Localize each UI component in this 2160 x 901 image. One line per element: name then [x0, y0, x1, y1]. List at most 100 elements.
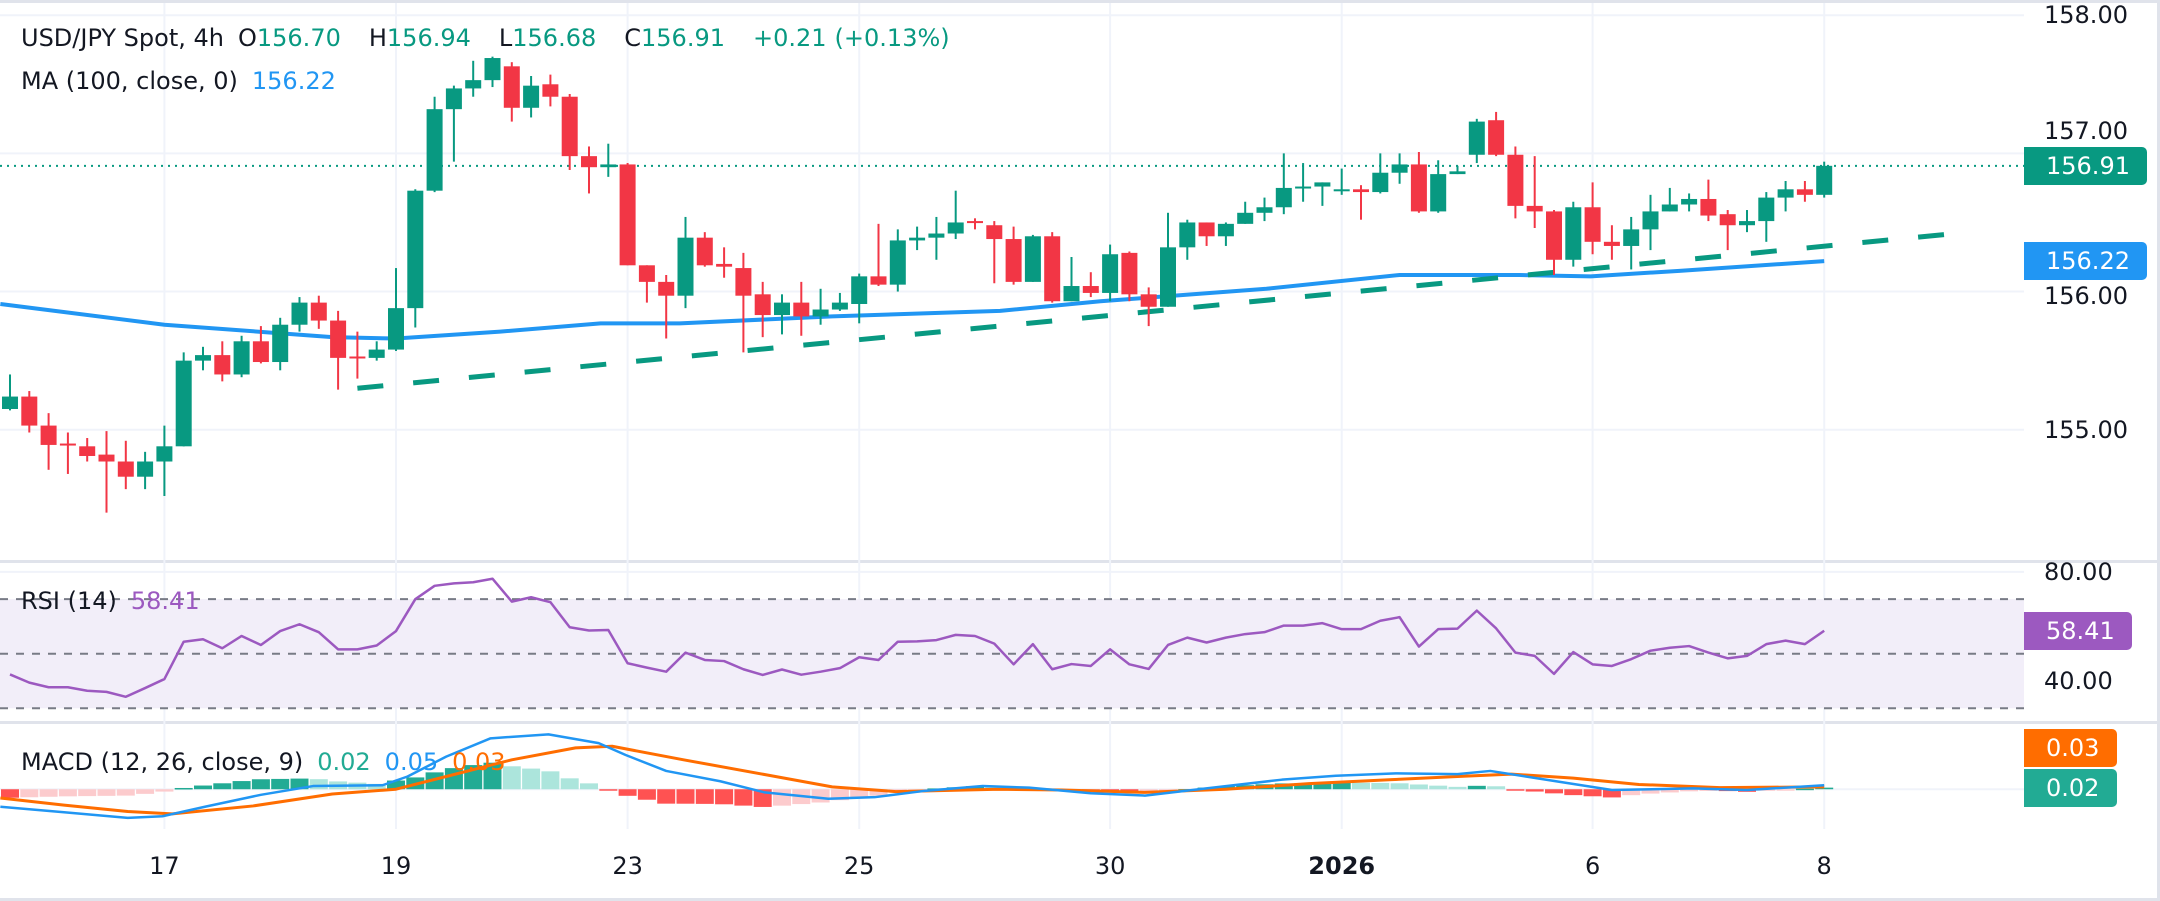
- candle-bearish[interactable]: [1005, 226, 1022, 285]
- candle-bearish[interactable]: [1603, 225, 1620, 260]
- candle-bullish[interactable]: [889, 229, 906, 292]
- candle-bearish[interactable]: [561, 93, 578, 170]
- candle-bullish[interactable]: [1237, 201, 1254, 224]
- candle-bearish[interactable]: [870, 223, 887, 287]
- candle-bullish[interactable]: [1565, 201, 1582, 267]
- candle-bullish[interactable]: [1816, 161, 1833, 198]
- candle-bullish[interactable]: [156, 425, 173, 497]
- candle-bearish[interactable]: [967, 218, 983, 230]
- candle-bearish[interactable]: [1082, 272, 1099, 298]
- candle-bearish[interactable]: [793, 281, 810, 336]
- candle-bullish[interactable]: [1333, 168, 1350, 195]
- candle-bullish[interactable]: [195, 346, 211, 371]
- candle-bullish[interactable]: [465, 60, 482, 97]
- candle-bullish[interactable]: [523, 75, 540, 118]
- candle-bearish[interactable]: [214, 341, 231, 382]
- candle-bullish[interactable]: [233, 335, 250, 378]
- ma-label[interactable]: MA (100, close, 0): [21, 67, 238, 95]
- candle-bearish[interactable]: [40, 413, 57, 470]
- candle-bullish[interactable]: [1275, 153, 1292, 215]
- candle-bullish[interactable]: [272, 317, 289, 371]
- candle-bullish[interactable]: [484, 56, 501, 88]
- candle-bearish[interactable]: [638, 265, 655, 303]
- candle-bearish[interactable]: [1198, 222, 1215, 246]
- candle-bullish[interactable]: [600, 143, 617, 177]
- candle-bullish[interactable]: [1468, 118, 1485, 164]
- candle-bullish[interactable]: [1102, 244, 1119, 302]
- candle-bullish[interactable]: [1314, 182, 1331, 206]
- candle-bullish[interactable]: [1391, 153, 1408, 184]
- candle-bearish[interactable]: [59, 432, 76, 474]
- candle-bearish[interactable]: [1121, 251, 1138, 302]
- candle-bearish[interactable]: [754, 281, 771, 338]
- candle-bearish[interactable]: [696, 232, 713, 267]
- candle-bearish[interactable]: [986, 221, 1003, 284]
- candle-bearish[interactable]: [503, 62, 520, 122]
- candle-bearish[interactable]: [1140, 287, 1157, 327]
- candle-bullish[interactable]: [1758, 192, 1775, 242]
- candle-bullish[interactable]: [677, 216, 694, 309]
- candle-bearish[interactable]: [716, 247, 733, 278]
- candle-bullish[interactable]: [1430, 160, 1447, 213]
- candle-bullish[interactable]: [947, 190, 964, 240]
- candle-bearish[interactable]: [310, 295, 327, 329]
- candle-bullish[interactable]: [2, 374, 18, 411]
- candle-bullish[interactable]: [831, 292, 848, 311]
- candle-bullish[interactable]: [774, 294, 790, 335]
- candle-bearish[interactable]: [581, 146, 597, 194]
- candle-bearish[interactable]: [349, 331, 366, 379]
- candle-bearish[interactable]: [1353, 185, 1369, 220]
- candle-bullish[interactable]: [1623, 216, 1640, 270]
- candle-bearish[interactable]: [117, 440, 134, 490]
- candle-bullish[interactable]: [1024, 234, 1041, 282]
- macd-label[interactable]: MACD (12, 26, close, 9): [21, 748, 304, 776]
- candle-bearish[interactable]: [1584, 182, 1601, 255]
- candle-bearish[interactable]: [1719, 210, 1736, 251]
- candle-bearish[interactable]: [1488, 111, 1505, 157]
- candle-bearish[interactable]: [658, 274, 675, 339]
- candle-bearish[interactable]: [619, 163, 636, 266]
- candle-bullish[interactable]: [1681, 193, 1698, 212]
- candle-bullish[interactable]: [1449, 165, 1466, 175]
- candle-bullish[interactable]: [1256, 197, 1273, 222]
- candle-bullish[interactable]: [175, 352, 192, 447]
- rsi-label[interactable]: RSI (14): [21, 587, 117, 615]
- candle-bullish[interactable]: [445, 85, 462, 162]
- candle-bullish[interactable]: [1160, 212, 1176, 307]
- candle-bullish[interactable]: [407, 189, 424, 328]
- candle-bearish[interactable]: [79, 438, 96, 462]
- candle-bearish[interactable]: [21, 391, 38, 433]
- candle-bullish[interactable]: [426, 96, 443, 193]
- candle-bullish[interactable]: [812, 288, 829, 325]
- candle-bearish[interactable]: [735, 252, 752, 353]
- candle-bearish[interactable]: [1700, 179, 1717, 222]
- candle-bearish[interactable]: [1526, 156, 1543, 228]
- candle-bullish[interactable]: [1063, 257, 1080, 302]
- candle-bullish[interactable]: [1642, 194, 1659, 251]
- candle-bullish[interactable]: [368, 341, 385, 361]
- candle-bullish[interactable]: [1661, 187, 1678, 212]
- candle-bearish[interactable]: [330, 310, 347, 390]
- candle-bullish[interactable]: [1739, 210, 1755, 233]
- candle-bullish[interactable]: [1295, 163, 1312, 202]
- candle-bullish[interactable]: [1217, 222, 1234, 246]
- candle-bearish[interactable]: [1044, 232, 1061, 303]
- candle-bullish[interactable]: [928, 216, 945, 260]
- candle-bearish[interactable]: [1546, 210, 1562, 275]
- candle-bearish[interactable]: [1410, 151, 1427, 213]
- candle-bullish[interactable]: [1179, 219, 1196, 260]
- symbol-title[interactable]: USD/JPY Spot, 4h: [21, 24, 224, 52]
- candle-bearish[interactable]: [1796, 181, 1813, 202]
- candle-bearish[interactable]: [98, 431, 115, 513]
- candle-bullish[interactable]: [851, 273, 868, 324]
- candle-bearish[interactable]: [1507, 146, 1524, 219]
- candle-bearish[interactable]: [542, 74, 559, 107]
- candle-bullish[interactable]: [1777, 181, 1794, 212]
- candle-bearish[interactable]: [252, 326, 269, 364]
- candle-bullish[interactable]: [1372, 153, 1389, 194]
- candle-bullish[interactable]: [388, 268, 404, 351]
- candle-bullish[interactable]: [909, 226, 926, 251]
- candle-bullish[interactable]: [137, 451, 154, 490]
- candle-bullish[interactable]: [291, 297, 308, 332]
